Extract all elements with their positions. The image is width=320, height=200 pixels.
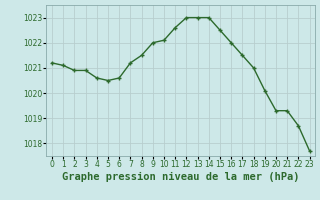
X-axis label: Graphe pression niveau de la mer (hPa): Graphe pression niveau de la mer (hPa) — [62, 172, 300, 182]
